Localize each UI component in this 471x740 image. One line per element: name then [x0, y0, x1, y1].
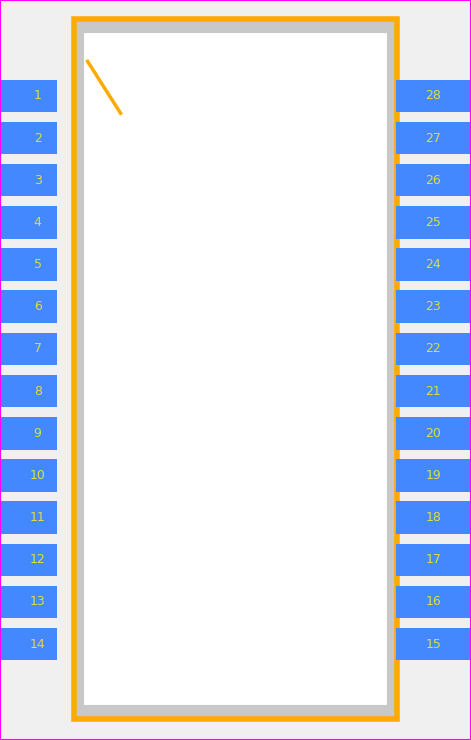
Bar — [0, 248, 57, 281]
Bar — [396, 291, 471, 323]
Text: 16: 16 — [425, 596, 441, 608]
Text: 7: 7 — [34, 343, 41, 355]
Text: 13: 13 — [30, 596, 46, 608]
Text: 27: 27 — [425, 132, 441, 144]
Text: 9: 9 — [34, 427, 41, 440]
Bar — [396, 332, 471, 365]
Text: 25: 25 — [425, 216, 441, 229]
Text: 10: 10 — [30, 469, 46, 482]
Text: 21: 21 — [425, 385, 441, 397]
Text: 23: 23 — [425, 300, 441, 313]
Bar — [0, 417, 57, 449]
Text: 11: 11 — [30, 511, 46, 524]
Bar — [83, 32, 388, 706]
Text: 22: 22 — [425, 343, 441, 355]
Bar — [396, 586, 471, 619]
Bar — [396, 502, 471, 534]
Bar — [0, 79, 57, 112]
Text: 1: 1 — [34, 90, 41, 102]
Bar — [0, 291, 57, 323]
Bar — [0, 628, 57, 661]
Text: 14: 14 — [30, 638, 46, 650]
Bar — [0, 459, 57, 491]
Bar — [0, 164, 57, 196]
Text: 8: 8 — [34, 385, 41, 397]
Text: 24: 24 — [425, 258, 441, 271]
Bar — [396, 459, 471, 491]
Text: 17: 17 — [425, 554, 441, 566]
Text: 6: 6 — [34, 300, 41, 313]
Text: 12: 12 — [30, 554, 46, 566]
Text: 26: 26 — [425, 174, 441, 186]
Bar — [396, 121, 471, 154]
Text: 2: 2 — [34, 132, 41, 144]
Bar — [0, 543, 57, 576]
Text: 15: 15 — [425, 638, 441, 650]
Bar — [0, 586, 57, 619]
Text: 20: 20 — [425, 427, 441, 440]
Bar — [0, 206, 57, 239]
Bar — [396, 628, 471, 661]
Bar — [396, 164, 471, 196]
Bar — [396, 543, 471, 576]
Bar — [396, 206, 471, 239]
Bar — [74, 18, 397, 719]
Bar — [396, 374, 471, 407]
Bar — [0, 121, 57, 154]
Text: 19: 19 — [425, 469, 441, 482]
Bar — [0, 374, 57, 407]
Bar — [396, 248, 471, 281]
Bar — [396, 79, 471, 112]
Bar — [0, 502, 57, 534]
Text: 5: 5 — [34, 258, 41, 271]
Text: 18: 18 — [425, 511, 441, 524]
Text: 4: 4 — [34, 216, 41, 229]
Bar — [0, 332, 57, 365]
Bar — [396, 417, 471, 449]
Text: 28: 28 — [425, 90, 441, 102]
Text: 3: 3 — [34, 174, 41, 186]
